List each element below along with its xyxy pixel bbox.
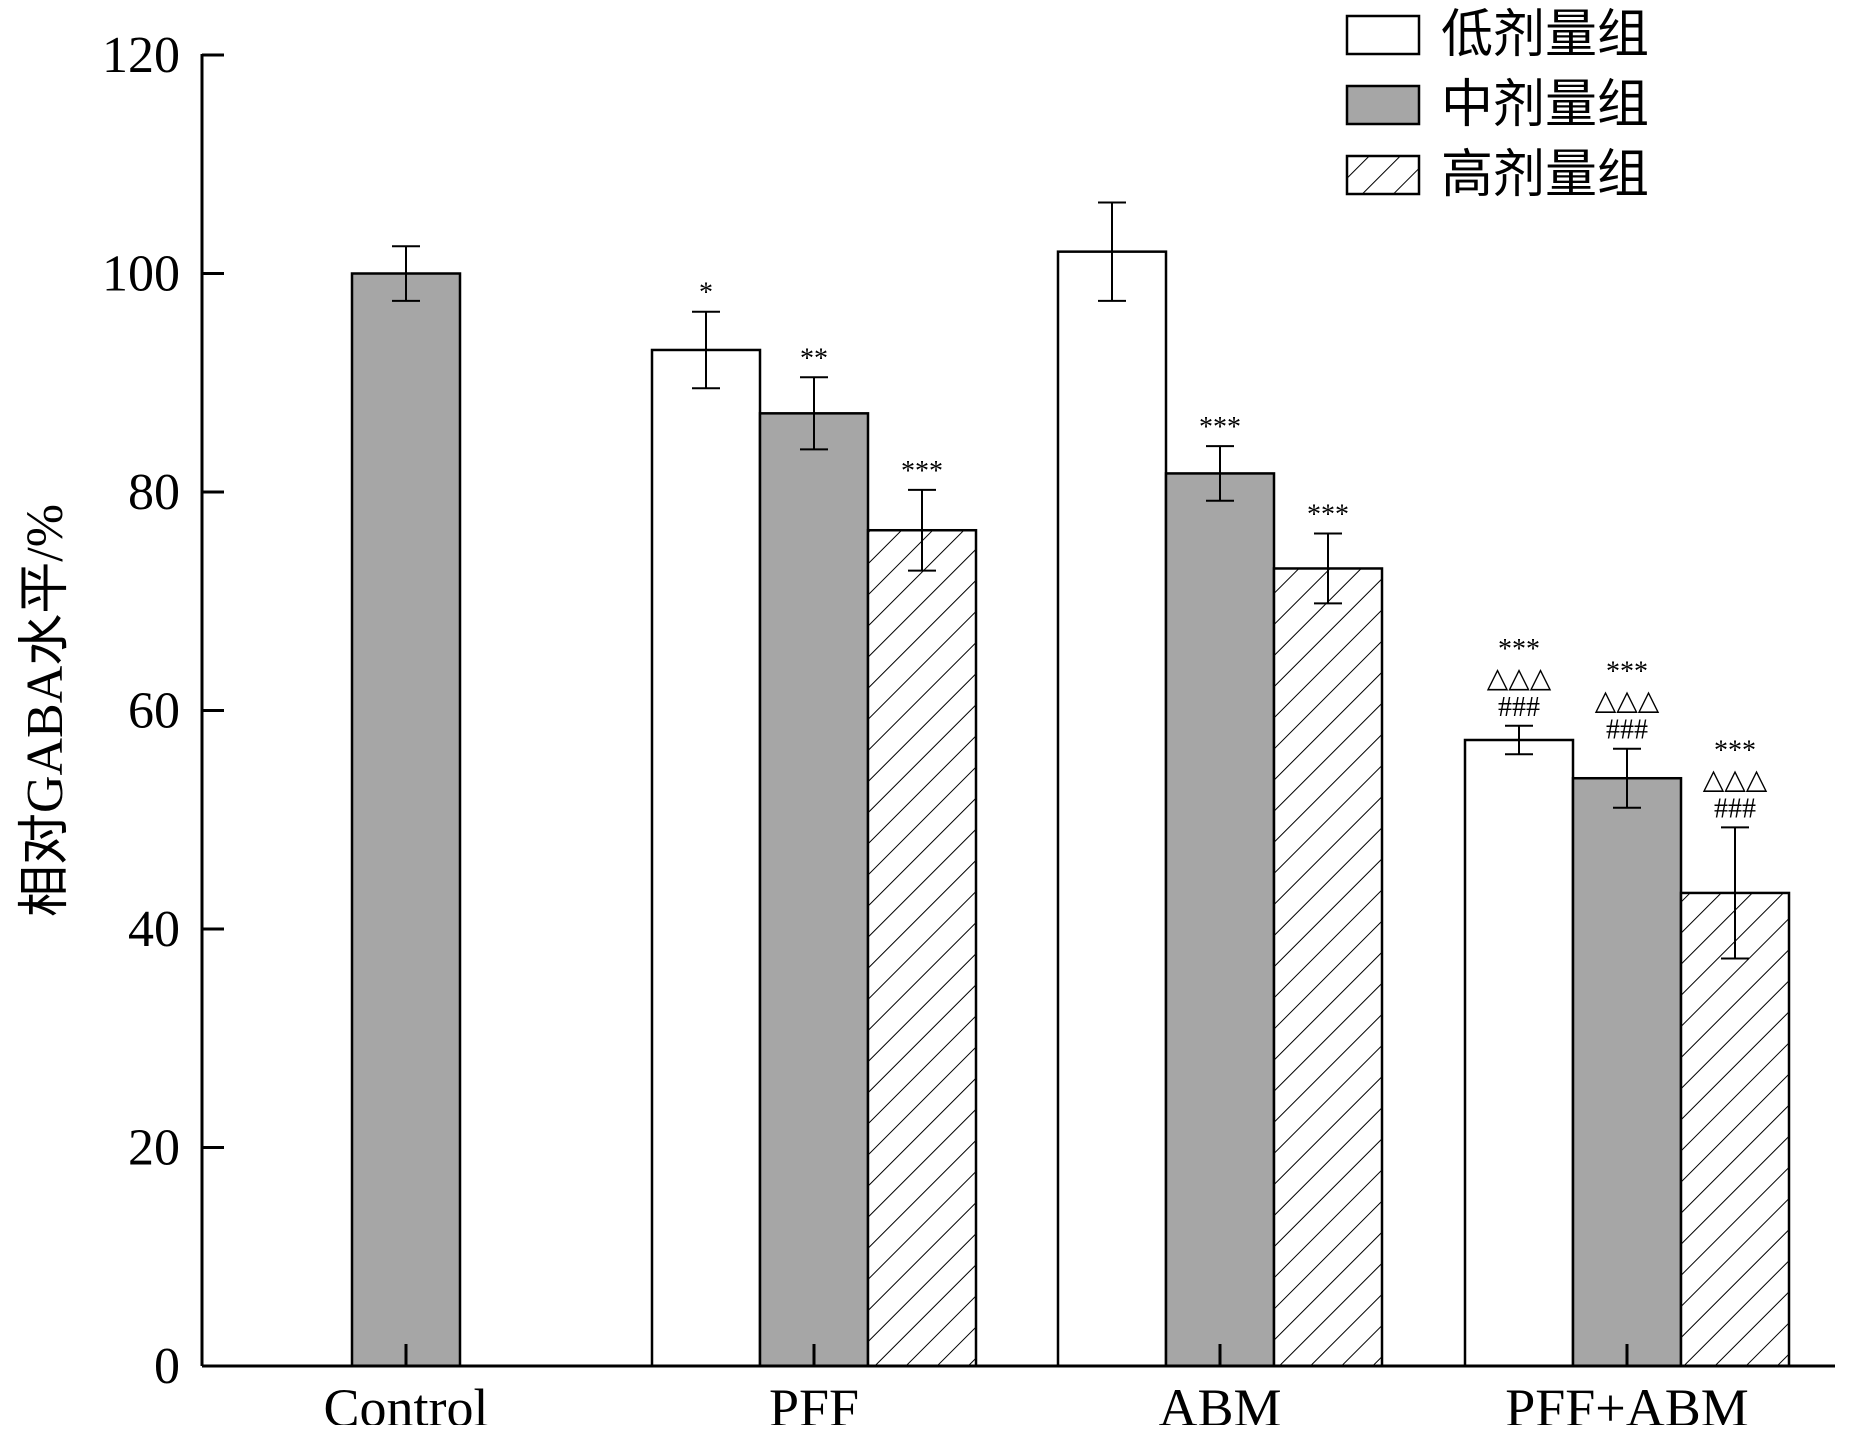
x-category-label: ABM [1158, 1378, 1281, 1425]
significance-label: *** [1199, 412, 1241, 443]
significance-label: *** [1714, 735, 1756, 766]
y-axis-label: 相对GABA水平/% [17, 504, 74, 917]
y-tick-label: 0 [154, 1338, 180, 1395]
significance-label: △△△ [1487, 663, 1552, 694]
significance-label: ** [800, 343, 828, 374]
legend-label-hatch: 高剂量组 [1441, 147, 1649, 204]
significance-label: *** [1498, 634, 1540, 665]
significance-label: ### [1498, 692, 1540, 723]
bar-pff-hatch [866, 528, 978, 1368]
legend-swatch-gray [1345, 84, 1421, 126]
y-tick-label: 40 [128, 901, 180, 958]
significance-label: ### [1606, 715, 1648, 746]
significance-label: *** [901, 456, 943, 487]
legend-label-gray: 中剂量组 [1441, 77, 1649, 134]
significance-label: * [699, 278, 713, 309]
x-category-label: PFF+ABM [1505, 1378, 1749, 1425]
bar-abm-hatch [1272, 567, 1384, 1368]
y-tick-label: 120 [102, 27, 180, 84]
significance-label: *** [1307, 500, 1349, 531]
x-category-label: PFF [769, 1378, 859, 1425]
legend-swatch-hatch [1345, 154, 1421, 196]
legend-swatch-white [1345, 14, 1421, 56]
bar-pff-abm-gray [1571, 776, 1683, 1368]
y-tick-label: 60 [128, 683, 180, 740]
labels-layer: ***************△△△###***△△△###***△△△###0… [17, 27, 1768, 1430]
y-tick-label: 20 [128, 1120, 180, 1177]
axes-layer [200, 53, 1835, 1368]
y-tick-label: 80 [128, 464, 180, 521]
bar-control-gray [350, 272, 462, 1368]
significance-label: ### [1714, 793, 1756, 824]
bar-pff-abm-white [1463, 738, 1575, 1368]
legend-label-white: 低剂量组 [1441, 7, 1649, 64]
bar-abm-gray [1164, 472, 1276, 1368]
bar-pff-gray [758, 412, 870, 1368]
bar-abm-white [1056, 250, 1168, 1368]
significance-label: *** [1606, 657, 1648, 688]
significance-label: △△△ [1703, 764, 1768, 795]
bars-layer [350, 201, 1791, 1368]
bar-pff-abm-hatch [1679, 891, 1791, 1368]
x-category-label: Control [323, 1378, 488, 1425]
significance-label: △△△ [1595, 686, 1660, 717]
y-tick-label: 100 [102, 246, 180, 303]
bar-pff-white [650, 348, 762, 1368]
